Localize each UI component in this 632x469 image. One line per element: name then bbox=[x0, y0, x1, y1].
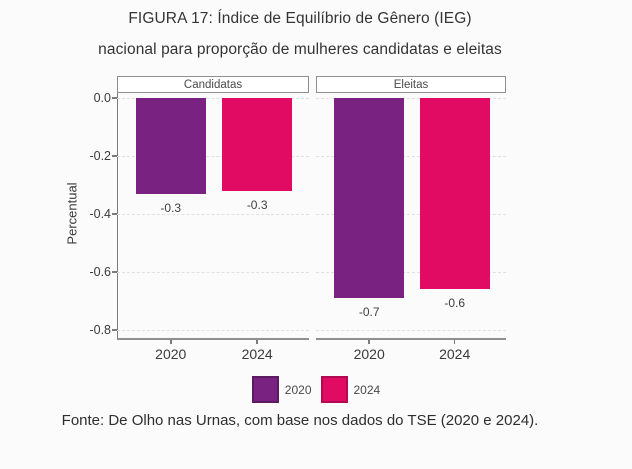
figure-title-line1: FIGURA 17: Índice de Equilíbrio de Gêner… bbox=[128, 10, 472, 27]
gridline bbox=[316, 272, 506, 273]
y-tick-mark bbox=[112, 329, 117, 331]
gridline bbox=[316, 98, 506, 99]
y-tick-label: -0.4 bbox=[89, 207, 111, 221]
bar-value-label: -0.3 bbox=[246, 197, 268, 212]
bar-eleitas-2024 bbox=[419, 98, 490, 290]
gridline bbox=[316, 214, 506, 215]
gridline bbox=[117, 98, 309, 99]
x-tick-mark bbox=[453, 340, 456, 344]
x-axis-line bbox=[316, 338, 506, 340]
legend-item-2020: 2020 bbox=[251, 376, 312, 403]
source-note: Fonte: De Olho nas Urnas, com base nos d… bbox=[61, 412, 539, 429]
y-tick-label: -0.8 bbox=[89, 323, 111, 337]
x-tick-mark bbox=[170, 340, 172, 344]
y-tick-label: 0.0 bbox=[93, 91, 111, 105]
legend: 2020 2024 bbox=[0, 376, 632, 403]
gridline bbox=[117, 272, 309, 273]
gridline bbox=[316, 330, 506, 331]
gridline bbox=[117, 330, 309, 331]
bar-eleitas-2020 bbox=[334, 98, 405, 299]
y-tick-mark bbox=[112, 97, 117, 99]
x-tick-mark bbox=[256, 340, 258, 344]
y-tick-mark bbox=[112, 271, 117, 273]
x-axis-line bbox=[117, 338, 309, 340]
bar-value-label: -0.3 bbox=[160, 200, 182, 215]
y-axis-line bbox=[116, 93, 118, 340]
y-tick-label: -0.6 bbox=[89, 265, 111, 279]
figure-title-line2: nacional para proporção de mulheres cand… bbox=[98, 41, 502, 58]
x-tick-label: 2020 bbox=[155, 346, 187, 362]
y-tick-mark bbox=[112, 213, 117, 215]
legend-item-2024: 2024 bbox=[320, 376, 381, 403]
x-tick-label: 2024 bbox=[241, 346, 273, 362]
legend-label-2020: 2020 bbox=[284, 382, 312, 397]
legend-key-2024 bbox=[320, 376, 348, 403]
legend-label-2024: 2024 bbox=[353, 382, 381, 397]
gridline bbox=[117, 156, 309, 157]
legend-key-2020 bbox=[251, 376, 279, 403]
y-tick-mark bbox=[112, 155, 117, 157]
bar-value-label: -0.6 bbox=[444, 296, 466, 311]
gridline bbox=[316, 156, 506, 157]
x-tick-label: 2024 bbox=[439, 346, 471, 362]
bar-candidatas-2024 bbox=[222, 98, 293, 191]
facet-strip-candidatas: Candidatas bbox=[117, 76, 309, 93]
bar-value-label: -0.7 bbox=[358, 305, 380, 320]
x-tick-label: 2020 bbox=[353, 346, 385, 362]
x-tick-mark bbox=[368, 340, 370, 344]
gridline bbox=[117, 214, 309, 215]
y-tick-label: -0.2 bbox=[89, 149, 111, 163]
facet-strip-eleitas: Eleitas bbox=[316, 76, 506, 93]
bar-candidatas-2020 bbox=[135, 98, 206, 194]
